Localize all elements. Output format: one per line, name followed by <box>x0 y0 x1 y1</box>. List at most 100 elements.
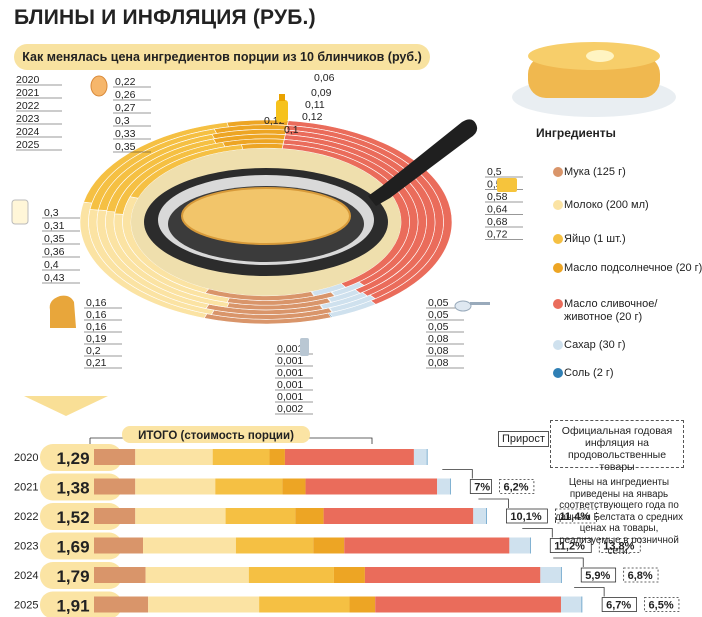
milk-glass-icon <box>11 199 29 225</box>
bar-segment <box>305 478 438 495</box>
inflation-box-value <box>499 479 535 494</box>
total-value: 1,91 <box>56 597 89 616</box>
year-label: 2021 <box>16 87 40 99</box>
growth-box <box>469 479 492 494</box>
butter-value: 0,5 <box>487 166 502 178</box>
bar-segment <box>215 478 283 495</box>
legend-swatch <box>553 263 563 273</box>
bracket-line <box>574 587 605 597</box>
growth-box <box>549 538 592 553</box>
down-arrow-icon <box>24 396 108 416</box>
bar-segment <box>349 596 376 613</box>
sunflower-value: 0,1 <box>284 124 299 136</box>
salt-shaker-icon <box>300 338 309 356</box>
bar-segment <box>248 567 334 583</box>
egg-value: 0,22 <box>115 76 136 88</box>
legend-swatch <box>553 234 563 244</box>
milk-value: 0,4 <box>44 259 59 271</box>
legend-swatch <box>553 167 563 177</box>
flour-value: 0,16 <box>86 321 107 333</box>
pan-handle <box>368 119 478 206</box>
sugar-value: 0,08 <box>428 345 449 357</box>
legend-swatch <box>553 299 563 309</box>
bar-segment <box>437 478 451 495</box>
bar-segment <box>284 449 414 465</box>
sunflower-value: 0,09 <box>311 87 332 99</box>
milk-value: 0,35 <box>44 233 65 245</box>
bar-segment <box>143 537 236 554</box>
sunflower-value: 0,11 <box>305 99 325 111</box>
bar-segment <box>333 567 365 583</box>
milk-value: 0,31 <box>44 220 65 232</box>
bar-segment <box>259 596 350 613</box>
legend-swatch <box>553 340 563 350</box>
inflation-box-value <box>644 597 680 612</box>
total-value: 1,38 <box>56 479 89 498</box>
inflation-box-value <box>598 538 641 553</box>
bar-segment <box>530 537 531 554</box>
legend-item: Мука (125 г) <box>553 166 702 179</box>
legend-label: Масло подсолнечное (20 г) <box>564 262 702 274</box>
butter-icon <box>497 178 517 192</box>
source-note: Цены на ингредиенты приведены на январь … <box>554 477 684 557</box>
bar-segment <box>450 478 451 495</box>
bar-segment <box>235 537 314 554</box>
growth-box <box>580 567 617 583</box>
legend-item: Сахар (30 г) <box>553 339 702 352</box>
flour-value: 0,21 <box>86 357 107 369</box>
growth-value: 6,7% <box>606 600 631 612</box>
legend-item: Молоко (200 мл) <box>553 199 702 212</box>
bar-segment <box>212 449 270 465</box>
milk-value: 0,43 <box>44 272 65 284</box>
bar-year-label: 2023 <box>14 541 38 553</box>
total-title: ИТОГО (стоимость порции) <box>138 430 294 442</box>
bracket-line <box>553 557 584 567</box>
bar-segment <box>344 537 510 554</box>
bar-year-label: 2021 <box>14 482 38 494</box>
inflation-value: 6,8% <box>628 570 653 582</box>
oil-bottle-icon <box>276 94 288 122</box>
bar-segment <box>94 449 136 465</box>
legend-swatch <box>553 200 563 210</box>
butter-value: 0,64 <box>487 204 508 216</box>
total-title-bg <box>122 426 310 443</box>
sugar-value: 0,05 <box>428 297 449 309</box>
milk-value: 0,3 <box>44 207 59 219</box>
sugar-value: 0,08 <box>428 357 449 369</box>
growth-box <box>601 597 637 612</box>
salt-value: 0,001 <box>277 343 303 355</box>
bar-segment <box>269 449 285 465</box>
bar-segment <box>364 567 541 583</box>
bar-segment <box>94 478 136 495</box>
egg-icon <box>90 75 108 97</box>
growth-value: 10,1% <box>510 511 541 523</box>
egg-value: 0,26 <box>115 89 136 101</box>
bar-segment <box>540 567 561 583</box>
inflation-value: 13,8% <box>603 541 634 553</box>
growth-label: Прирост <box>498 431 549 447</box>
bar-segment <box>426 449 428 465</box>
bar-segment <box>313 537 345 554</box>
legend-label: Сахар (30 г) <box>564 339 626 351</box>
butter-value: 0,58 <box>487 191 508 203</box>
inflation-box: Официальная годовая инфляция на продовол… <box>550 420 684 473</box>
bar-segment <box>560 567 562 583</box>
egg-value: 0,3 <box>115 115 130 127</box>
bar-segment <box>413 449 427 465</box>
bar-year-label: 2024 <box>14 570 38 582</box>
bar-segment <box>375 596 561 613</box>
sunflower-value: 0,12 <box>302 111 323 123</box>
legend-label: Яйцо (1 шт.) <box>564 233 626 245</box>
legend-item: Масло сливочное/ животное (20 г) <box>553 298 702 324</box>
milk-value: 0,36 <box>44 246 65 258</box>
salt-value: 0,001 <box>277 391 303 403</box>
sugar-value: 0,05 <box>428 309 449 321</box>
year-label: 2022 <box>16 100 40 112</box>
pancake-stack-icon <box>512 42 676 117</box>
bar-segment <box>94 567 146 583</box>
legend-label: Соль (2 г) <box>564 367 614 379</box>
bar-segment <box>135 478 216 495</box>
bar-segment <box>473 508 487 524</box>
